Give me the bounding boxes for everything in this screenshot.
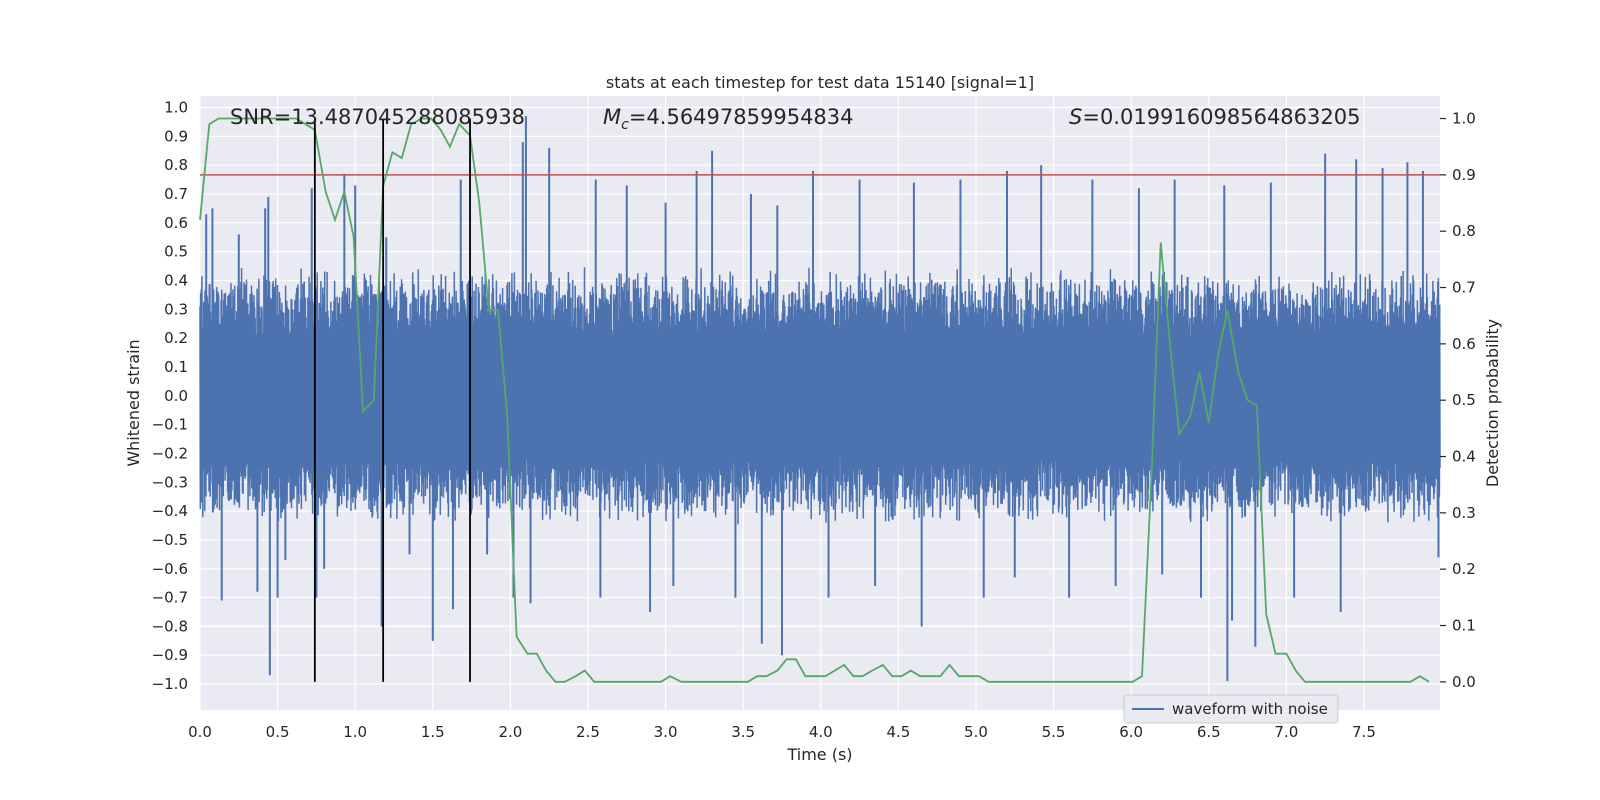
y-tick-label-left: 0.3 — [164, 300, 188, 318]
y-ticks-left: 1.0 0.9 0.8 0.7 0.6 0.5 0.4 0.3 0.2 0.1 0.0 −0.1 −0.… — [152, 99, 188, 694]
y-tick-label-left: −0.5 — [152, 531, 188, 549]
x-tick-label: 6.5 — [1197, 723, 1221, 741]
x-tick-label: 5.5 — [1042, 723, 1066, 741]
x-tick-label: 0.5 — [266, 723, 290, 741]
y-tick-label-left: 0.6 — [164, 214, 188, 232]
y-tick-label-left: 0.0 — [164, 387, 188, 405]
x-tick-label: 1.0 — [343, 723, 367, 741]
y-tick-label-left: −0.8 — [152, 617, 188, 635]
y-tick-label-left: −0.9 — [152, 646, 188, 664]
y-axis-label-left: Whitened strain — [124, 339, 143, 466]
chart-title: stats at each timestep for test data 151… — [606, 73, 1034, 92]
x-tick-label: 3.5 — [731, 723, 755, 741]
chirp-mass-subscript: c — [621, 117, 629, 133]
y-tick-label-left: −0.7 — [152, 589, 188, 607]
x-tick-label: 7.5 — [1352, 723, 1376, 741]
y-tick-label-left: 0.2 — [164, 329, 188, 347]
y-tick-label-right: 0.3 — [1452, 504, 1476, 522]
y-tick-label-right: 1.0 — [1452, 110, 1476, 128]
legend-box — [1123, 694, 1339, 724]
y-tick-label-right: 0.6 — [1452, 335, 1476, 353]
x-tick-label: 2.0 — [498, 723, 522, 741]
probability-line — [199, 117, 1430, 683]
y-tick-label-left: −0.1 — [152, 416, 188, 434]
y-tick-label-right: 0.2 — [1452, 560, 1476, 578]
x-tick-label: 1.5 — [421, 723, 445, 741]
x-tick-label: 3.0 — [654, 723, 678, 741]
y-tick-label-left: 0.8 — [164, 156, 188, 174]
chirp-mass-value: =4.56497859954834 — [629, 105, 854, 129]
y-ticks-right: 1.0 0.9 0.8 0.7 0.6 0.5 0.4 0.3 0.2 0.1 0.0 — [1440, 110, 1476, 691]
legend: waveform with noise — [1123, 694, 1339, 724]
snr-annotation: SNR=13.487045288085938 — [230, 105, 525, 129]
s-annotation: S=0.019916098564863205 — [1069, 105, 1360, 129]
y-tick-label-right: 0.5 — [1452, 391, 1476, 409]
y-axis-label-right: Detection probability — [1483, 319, 1502, 487]
s-value: =0.019916098564863205 — [1082, 105, 1360, 129]
s-symbol: S — [1069, 105, 1082, 129]
waveform-line — [199, 267, 1441, 525]
waveform-series — [199, 116, 1441, 682]
x-tick-label: 6.0 — [1119, 723, 1143, 741]
y-tick-label-left: 0.7 — [164, 185, 188, 203]
y-tick-label-left: −1.0 — [152, 675, 188, 693]
marker-lines — [313, 118, 471, 682]
probability-series — [199, 117, 1430, 683]
y-tick-label-right: 0.1 — [1452, 617, 1476, 635]
x-axis-label: Time (s) — [786, 745, 852, 764]
y-tick-label-left: −0.6 — [152, 560, 188, 578]
x-tick-label: 5.0 — [964, 723, 988, 741]
y-tick-label-right: 0.8 — [1452, 222, 1476, 240]
chirp-mass-symbol: M — [603, 105, 621, 129]
y-tick-label-right: 0.0 — [1452, 673, 1476, 691]
y-tick-label-right: 0.7 — [1452, 279, 1476, 297]
y-tick-label-left: 0.1 — [164, 358, 188, 376]
x-tick-label: 0.0 — [188, 723, 212, 741]
x-tick-label: 7.0 — [1274, 723, 1298, 741]
y-tick-label-left: 1.0 — [164, 99, 188, 117]
legend-label: waveform with noise — [1172, 700, 1328, 718]
y-tick-label-left: 0.9 — [164, 127, 188, 145]
y-tick-label-left: −0.4 — [152, 502, 188, 520]
chirp-mass-annotation: Mc=4.56497859954834 — [603, 105, 854, 133]
y-tick-label-right: 0.4 — [1452, 448, 1476, 466]
y-tick-label-left: 0.4 — [164, 271, 188, 289]
x-tick-label: 4.5 — [886, 723, 910, 741]
x-tick-label: 4.0 — [809, 723, 833, 741]
y-tick-label-left: −0.2 — [152, 444, 188, 462]
x-tick-label: 2.5 — [576, 723, 600, 741]
y-tick-label-right: 0.9 — [1452, 166, 1476, 184]
y-tick-label-left: 0.5 — [164, 243, 188, 261]
x-ticks: 0.0 0.5 1.0 1.5 2.0 2.5 3.0 3.5 4.0 4.5 5.0 5.5 6.0 6… — [188, 723, 1376, 741]
y-tick-label-left: −0.3 — [152, 473, 188, 491]
